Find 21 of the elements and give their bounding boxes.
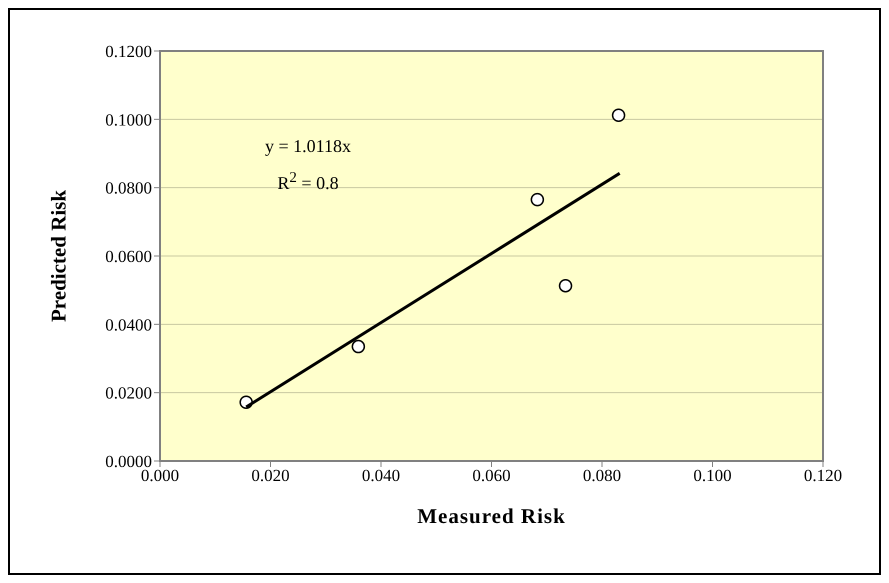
x-axis-title: Measured Risk <box>417 504 566 528</box>
y-tick-label: 0.0600 <box>105 247 152 266</box>
y-tick-label: 0.1200 <box>105 42 152 62</box>
x-tick-label: 0.080 <box>582 466 622 486</box>
x-tick-label: 0.020 <box>251 466 290 486</box>
y-tick-label: 0.0200 <box>105 384 152 403</box>
point <box>352 340 366 354</box>
x-tick-label: 0.000 <box>140 466 180 486</box>
y-tick-label: 0.0400 <box>105 315 152 334</box>
y-tick-label: 0.1000 <box>105 110 152 130</box>
x-tick-label: 0.060 <box>472 466 511 486</box>
annotation: y = 1.0118x <box>265 135 351 158</box>
y-tick-label: 0.0800 <box>105 178 152 198</box>
point <box>530 192 544 206</box>
point <box>612 108 626 122</box>
point <box>558 278 572 292</box>
annotation: R$^{2}$ = 0.8 <box>276 169 340 195</box>
x-tick-label: 0.040 <box>362 466 400 486</box>
y-axis-title: Predicted Risk <box>46 190 70 322</box>
x-tick-label: 0.100 <box>693 466 732 486</box>
x-tick-label: 0.120 <box>804 466 842 486</box>
